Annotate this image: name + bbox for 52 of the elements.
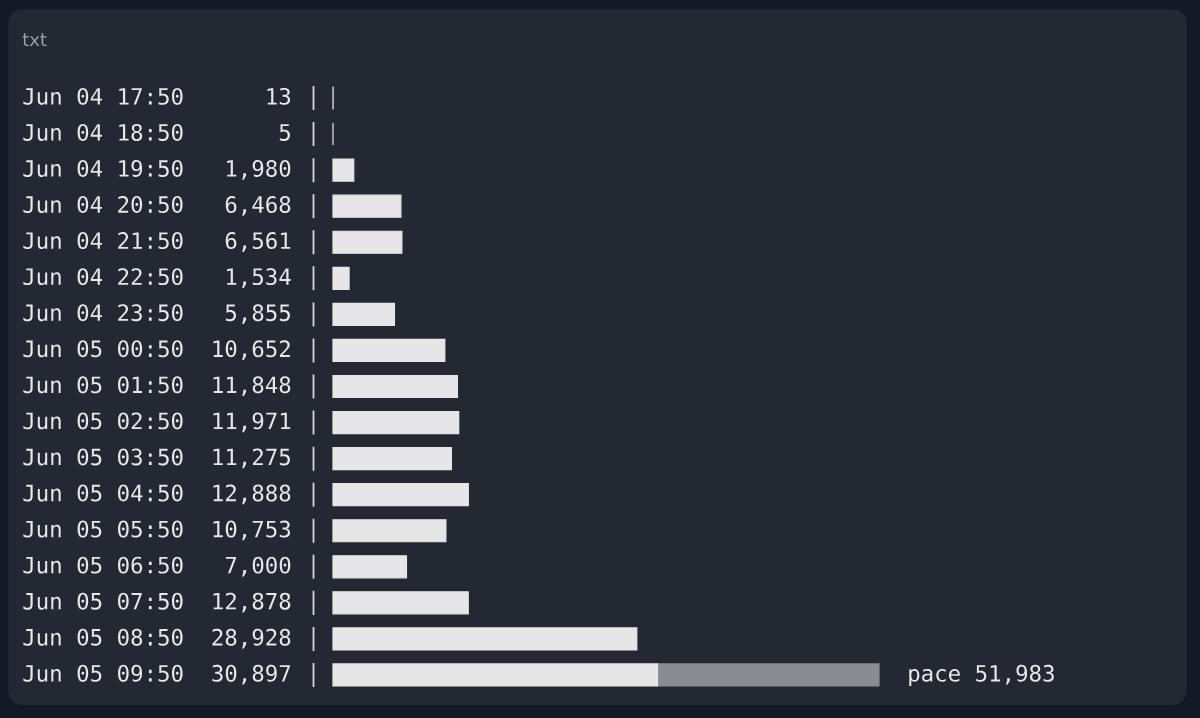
bar [332,663,659,687]
bar [332,338,446,363]
y-tick-label: Jun 04 23:50 [23,304,183,322]
y-tick-label: Jun 05 01:50 [23,376,183,394]
data-label: 30,897 [212,664,291,685]
bar [332,302,396,326]
y-tick-label: Jun 05 03:50 [23,448,183,466]
y-tick-label: Jun 04 17:50 [23,87,183,105]
bar [332,374,458,399]
bar [332,519,447,543]
data-label: 5,855 [225,304,290,324]
y-tick-label: Jun 05 09:50 [23,664,183,682]
data-label: 10,753 [213,520,291,541]
data-label: 6,561 [225,232,291,252]
data-label: 11,971 [213,412,291,433]
y-tick-label: Jun 04 20:50 [23,196,183,213]
y-tick-label: Jun 04 18:50 [23,123,183,141]
data-label: 1,980 [227,160,291,180]
bar [332,158,355,182]
bar [332,266,350,290]
bar [332,410,460,435]
y-tick-label: Jun 05 06:50 [23,556,183,574]
y-tick-label: Jun 05 07:50 [23,592,183,610]
y-tick-label: Jun 04 22:50 [23,268,183,286]
bar [656,663,880,687]
bar [332,555,408,579]
annotation: pace 51,983 [909,664,1054,687]
y-tick-label: Jun 04 21:50 [23,232,183,250]
text: txt [22,33,47,46]
y-tick-label: Jun 05 08:50 [23,628,183,646]
bar [332,447,452,471]
data-label: 12,878 [213,592,291,613]
data-label: 7,000 [225,556,291,577]
bar [332,591,469,615]
bar [332,194,402,218]
bar [332,627,638,651]
data-label: 1,534 [227,268,291,288]
y-tick-label: Jun 05 05:50 [23,520,183,538]
data-label: 28,928 [212,628,291,649]
y-tick-label: Jun 04 19:50 [23,160,183,177]
data-label: 11,848 [213,376,291,397]
data-label: 11,275 [213,448,290,469]
data-label: 10,652 [213,340,290,361]
y-tick-label: Jun 05 04:50 [23,484,183,502]
data-label: 5 [279,124,290,141]
data-label: 13 [267,87,291,105]
data-label: 12,888 [213,484,291,505]
y-tick-label: Jun 05 02:50 [23,412,183,430]
bar [332,230,403,254]
data-label: 6,468 [225,196,291,216]
y-tick-label: Jun 05 00:50 [23,340,183,358]
bar [332,483,469,507]
